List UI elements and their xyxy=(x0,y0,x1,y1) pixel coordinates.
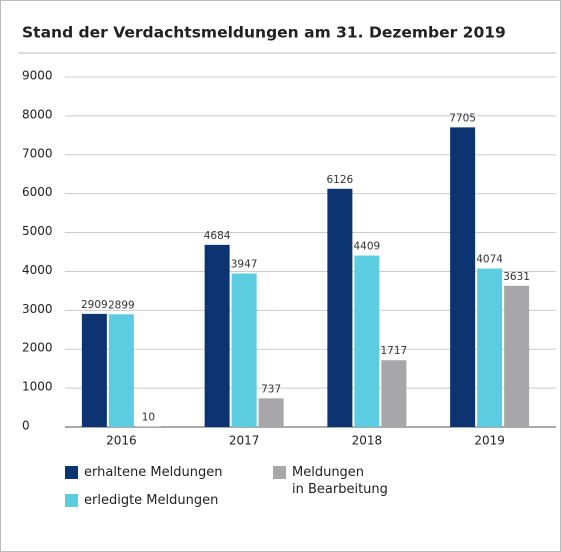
y-tick-label: 5000 xyxy=(22,224,53,238)
y-tick-label: 7000 xyxy=(22,146,53,160)
y-tick-label: 8000 xyxy=(22,107,53,121)
value-label: 3947 xyxy=(231,259,258,271)
y-tick-label: 9000 xyxy=(22,69,53,83)
value-label: 2909 xyxy=(81,299,108,311)
bar xyxy=(477,268,503,427)
value-label: 2899 xyxy=(108,299,135,311)
value-label: 4409 xyxy=(354,241,381,253)
x-tick-label: 2017 xyxy=(229,434,260,448)
x-tick-label: 2019 xyxy=(474,434,505,448)
x-tick-label: 2018 xyxy=(352,434,383,448)
bar xyxy=(504,285,530,427)
y-tick-label: 3000 xyxy=(22,302,53,316)
bar xyxy=(450,127,476,427)
y-tick-label: 6000 xyxy=(22,185,53,199)
value-label: 3631 xyxy=(503,271,530,283)
value-label: 1717 xyxy=(381,345,408,357)
y-tick-label: 1000 xyxy=(22,380,53,394)
legend-label: Meldungen in Bearbeitung xyxy=(292,465,388,497)
bar xyxy=(258,398,284,427)
bar xyxy=(327,188,353,427)
y-tick-label: 0 xyxy=(22,419,30,433)
value-label: 737 xyxy=(261,383,281,395)
value-label: 7705 xyxy=(449,112,476,124)
legend-label: erhaltene Meldungen xyxy=(84,465,223,480)
bar xyxy=(381,360,407,427)
value-label: 10 xyxy=(142,412,155,424)
bar xyxy=(231,273,257,427)
legend-swatch xyxy=(273,466,286,479)
chart-title: Stand der Verdachtsmeldungen am 31. Deze… xyxy=(22,24,506,42)
bar xyxy=(81,313,107,427)
value-label: 4684 xyxy=(204,230,231,242)
x-tick-label: 2016 xyxy=(106,434,137,448)
y-tick-label: 2000 xyxy=(22,341,53,355)
bar xyxy=(204,244,230,427)
legend-label: erledigte Meldungen xyxy=(84,493,219,508)
legend-swatch xyxy=(65,466,78,479)
bar xyxy=(108,314,134,427)
value-label: 4074 xyxy=(476,254,503,266)
value-label: 6126 xyxy=(327,174,354,186)
legend-swatch xyxy=(65,494,78,507)
bar xyxy=(354,255,380,427)
y-tick-label: 4000 xyxy=(22,263,53,277)
